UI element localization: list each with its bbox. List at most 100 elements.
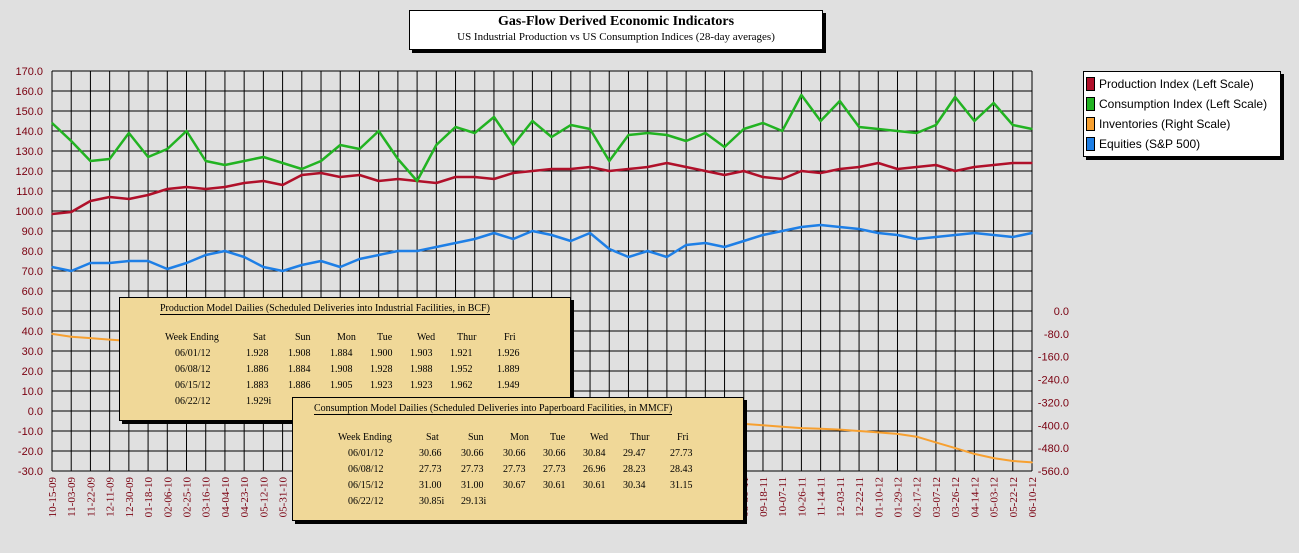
left-axis-tick-label: -30.0 [18, 466, 43, 478]
series-point [320, 260, 322, 262]
left-axis-tick-label: 160.0 [15, 86, 43, 98]
series-point [627, 134, 630, 136]
series-point [935, 236, 937, 238]
series-point [435, 246, 438, 248]
right-axis-tick-label: -480.0 [1038, 443, 1069, 455]
series-point [301, 264, 303, 266]
right-axis-tick-label: -160.0 [1038, 352, 1069, 364]
consumption-table-header: Sun [468, 432, 484, 443]
x-tick-label: 03-16-10 [201, 477, 213, 518]
series-point [877, 128, 880, 130]
consumption-table-title: Consumption Model Dailies (Scheduled Del… [314, 403, 673, 415]
right-axis-tick-label: -400.0 [1038, 420, 1069, 432]
left-axis-tick-label: 140.0 [15, 126, 43, 138]
series-point [128, 198, 130, 200]
series-point [839, 226, 841, 228]
production-table-cell: 1.923 [370, 380, 393, 391]
left-axis-tick-label: 20.0 [22, 366, 43, 378]
series-point [493, 232, 495, 234]
series-point [531, 170, 534, 172]
left-axis-tick-label: 70.0 [22, 266, 43, 278]
series-point [128, 132, 130, 134]
right-axis-tick-label: -240.0 [1038, 375, 1069, 387]
series-point [781, 130, 783, 132]
series-point [473, 238, 476, 240]
series-point [589, 128, 591, 130]
consumption-table-cell: 27.73 [670, 448, 693, 459]
consumption-table-cell: 06/01/12 [348, 448, 384, 459]
consumption-table-cell: 27.73 [419, 464, 442, 475]
production-table-header: Sat [253, 332, 266, 343]
right-axis-tick-label: 0.0 [1054, 306, 1069, 318]
legend-label-production: Production Index (Left Scale) [1099, 77, 1254, 91]
series-point [685, 140, 687, 142]
production-table-cell: 1.889 [497, 364, 520, 375]
series-point [954, 234, 956, 236]
series-point [896, 130, 899, 132]
chart-title-box: Gas-Flow Derived Economic Indicators US … [409, 10, 823, 50]
series-point [819, 224, 822, 226]
consumption-table-cell: 06/22/12 [348, 496, 384, 507]
series-point [185, 130, 188, 132]
series-point [89, 160, 92, 162]
series-line-1 [51, 161, 1032, 216]
series-point [281, 270, 284, 272]
series-point [51, 122, 53, 124]
production-table-cell: 1.926 [497, 348, 520, 359]
legend-item-equities: Equities (S&P 500) [1086, 135, 1200, 153]
series-point [935, 164, 937, 166]
series-point [512, 238, 514, 240]
series-point [915, 132, 918, 134]
consumption-table-cell: 29.47 [623, 448, 646, 459]
series-point [762, 234, 764, 236]
consumption-table-header: Week Ending [338, 432, 392, 443]
series-point [858, 166, 860, 168]
production-table-cell: 1.908 [288, 348, 311, 359]
series-point [320, 172, 322, 174]
series-point [339, 176, 342, 178]
series-point [301, 174, 303, 176]
production-table-cell: 1.886 [288, 380, 311, 391]
series-point [762, 176, 764, 178]
series-point [339, 144, 342, 146]
left-axis-tick-label: 30.0 [22, 346, 43, 358]
series-point [839, 428, 841, 431]
series-point [608, 248, 611, 250]
series-point [473, 132, 476, 134]
production-table-cell: 1.928 [370, 364, 393, 375]
consumption-table-cell: 27.73 [543, 464, 566, 475]
series-point [992, 234, 995, 236]
right-axis-tick-label: -320.0 [1038, 397, 1069, 409]
series-point [954, 96, 956, 98]
consumption-table-header: Thur [630, 432, 650, 443]
series-point [70, 270, 72, 272]
series-point [781, 178, 783, 180]
production-table-header: Thur [457, 332, 477, 343]
series-point [51, 213, 53, 215]
series-point [877, 232, 880, 234]
production-table-cell: 1.928 [246, 348, 269, 359]
production-table-header: Sun [295, 332, 311, 343]
production-table-cell: 1.988 [410, 364, 433, 375]
x-tick-label: 04-04-10 [220, 477, 232, 518]
series-point [1012, 124, 1014, 126]
series-point [915, 435, 918, 438]
legend-swatch-equities [1086, 137, 1095, 151]
legend-label-inventories: Inventories (Right Scale) [1099, 117, 1231, 131]
series-point [646, 166, 649, 168]
series-point [973, 120, 976, 122]
consumption-table-cell: 30.66 [461, 448, 484, 459]
right-axis-tick-label: -80.0 [1044, 329, 1069, 341]
series-point [570, 168, 572, 170]
series-point [704, 132, 707, 134]
consumption-table-cell: 06/08/12 [348, 464, 384, 475]
series-point [800, 226, 803, 228]
production-table-cell: 1.903 [410, 348, 433, 359]
series-point [262, 180, 265, 182]
production-table-header: Wed [417, 332, 436, 343]
series-point [666, 162, 668, 164]
series-point [51, 333, 53, 335]
series-point [839, 168, 841, 170]
series-point [973, 232, 976, 234]
consumption-table-cell: 30.66 [543, 448, 566, 459]
